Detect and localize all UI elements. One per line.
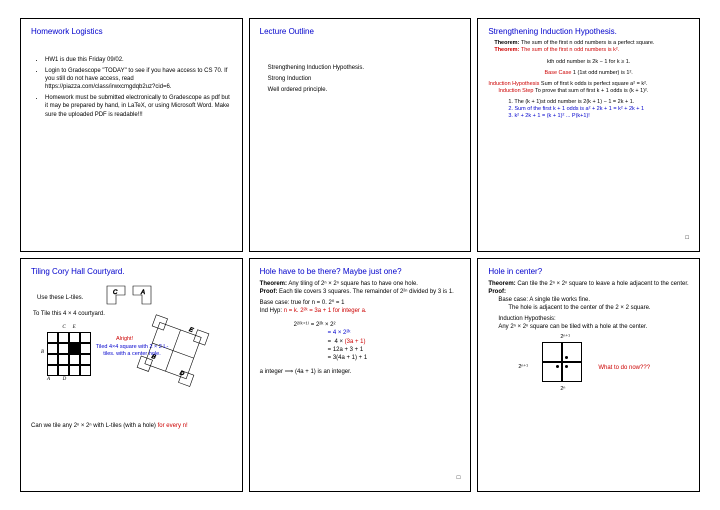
slide-title: Lecture Outline	[260, 27, 461, 36]
theorem-text: The sum of the first n odd numbers is k²…	[521, 47, 619, 53]
ih-text: Any 2ⁿ × 2ⁿ square can be tiled with a h…	[488, 323, 689, 331]
label-bottom: 2ⁿ	[560, 386, 565, 393]
theorem-text: Can tile the 2ⁿ × 2ⁿ square to leave a h…	[517, 281, 688, 287]
svg-text:C: C	[113, 290, 118, 296]
slide-hole: Hole have to be there? Maybe just one? T…	[249, 258, 472, 492]
step: k² + 2k + 1 = (k + 1)² ... P(k+1)!	[514, 113, 589, 119]
step: The (k + 1)st odd number is 2(k + 1) − 1…	[514, 99, 634, 105]
eq: = 12a + 3 + 1	[294, 346, 461, 354]
slide-title: Hole in center?	[488, 267, 689, 276]
text: Use these L-tiles.	[37, 295, 83, 301]
tiled-text: Tiled 4×4 square with 2 × 2 L-tiles. wit…	[96, 344, 169, 357]
outline-line: Strong Induction	[268, 75, 461, 83]
base: Base case: true for n = 0. 2⁰ = 1	[260, 299, 461, 307]
slides-grid: Homework Logistics HW1 is due this Frida…	[20, 18, 700, 492]
list-item: HW1 is due this Friday 09/02.	[45, 56, 232, 64]
base-text: 1 (1st odd number) is 1².	[573, 70, 633, 76]
base-label: Base case:	[498, 297, 528, 303]
list-item: Homework must be submitted electronicall…	[45, 94, 232, 118]
grid-4x4: C E A D B	[47, 324, 91, 384]
slide-title: Homework Logistics	[31, 27, 232, 36]
is-text: To prove that sum of first k + 1 odds is…	[535, 88, 648, 94]
ih-label: Induction Hypothesis	[488, 81, 539, 87]
line: kth odd number is 2k − 1 for k ≥ 1.	[488, 59, 689, 66]
list-item: Login to Gradescope "TODAY" to see if yo…	[45, 67, 232, 91]
slide-tiling: Tiling Cory Hall Courtyard. Use these L-…	[20, 258, 243, 492]
theorem-label: Theorem:	[494, 47, 519, 53]
slide-outline: Lecture Outline Strengthening Induction …	[249, 18, 472, 252]
theorem-text: Any tiling of 2ⁿ × 2ⁿ square has to have…	[288, 281, 418, 287]
base-text: A single tile works fine.	[529, 297, 590, 303]
outline-line: Strengthening Induction Hypothesis.	[268, 64, 461, 72]
slide-hole-center: Hole in center? Theorem: Can tile the 2ⁿ…	[477, 258, 700, 492]
quad-grid	[542, 342, 582, 382]
base-text2: The hole is adjacent to the center of th…	[488, 304, 689, 312]
theorem-label: Theorem:	[260, 281, 287, 287]
question: Can we tile any 2ⁿ × 2ⁿ with L-tiles (wi…	[31, 423, 156, 429]
slide-strengthening: Strengthening Induction Hypothesis. Theo…	[477, 18, 700, 252]
svg-text:A: A	[140, 290, 145, 296]
ih-text: Sum of first k odds is perfect square a²…	[541, 81, 648, 87]
outline-line: Well ordered principle.	[268, 86, 461, 94]
base-label: Base Case	[544, 70, 571, 76]
eq: = 3(4a + 1) + 1	[294, 354, 461, 362]
theorem-label: Theorem:	[488, 281, 515, 287]
text: To Tile this 4 × 4 courtyard.	[33, 310, 105, 318]
slide-homework: Homework Logistics HW1 is due this Frida…	[20, 18, 243, 252]
ih-label: Induction Hypothesis:	[488, 315, 689, 323]
qed-box: □	[457, 475, 461, 481]
question-red: for every n!	[158, 423, 188, 429]
slide-title: Strengthening Induction Hypothesis.	[488, 27, 689, 36]
alright-text: Alright!	[116, 336, 133, 343]
ih-text: n = k. 2²ᵏ = 3a + 1 for integer a.	[284, 308, 367, 314]
label-left: 2ⁿ⁺¹	[518, 364, 528, 371]
eq: 2²⁽ᵏ⁺¹⁾ = 2²ᵏ × 2²	[294, 321, 461, 329]
label-top: 2ⁿ⁺¹	[560, 334, 570, 341]
theorem-text: The sum of the first n odd numbers is a …	[521, 40, 655, 46]
proof-label: Proof:	[260, 289, 278, 295]
bullet-list: HW1 is due this Friday 09/02. Login to G…	[31, 56, 232, 119]
conclusion: a integer ⟹ (4a + 1) is an integer.	[260, 368, 461, 376]
is-label: Induction Step	[498, 88, 533, 94]
slide-title: Tiling Cory Hall Courtyard.	[31, 267, 232, 276]
proof-label: Proof:	[488, 288, 689, 296]
ih-label: Ind Hyp:	[260, 308, 282, 314]
slide-title: Hole have to be there? Maybe just one?	[260, 267, 461, 276]
proof-text: Each tile covers 3 squares. The remainde…	[279, 289, 454, 295]
qed-box: □	[685, 235, 689, 241]
theorem-label: Theorem:	[494, 40, 519, 46]
question: What to do now???	[598, 364, 650, 372]
step: Sum of the first k + 1 odds is a² + 2k +…	[514, 106, 644, 112]
eq: = 4 × 2²ᵏ	[328, 330, 351, 336]
